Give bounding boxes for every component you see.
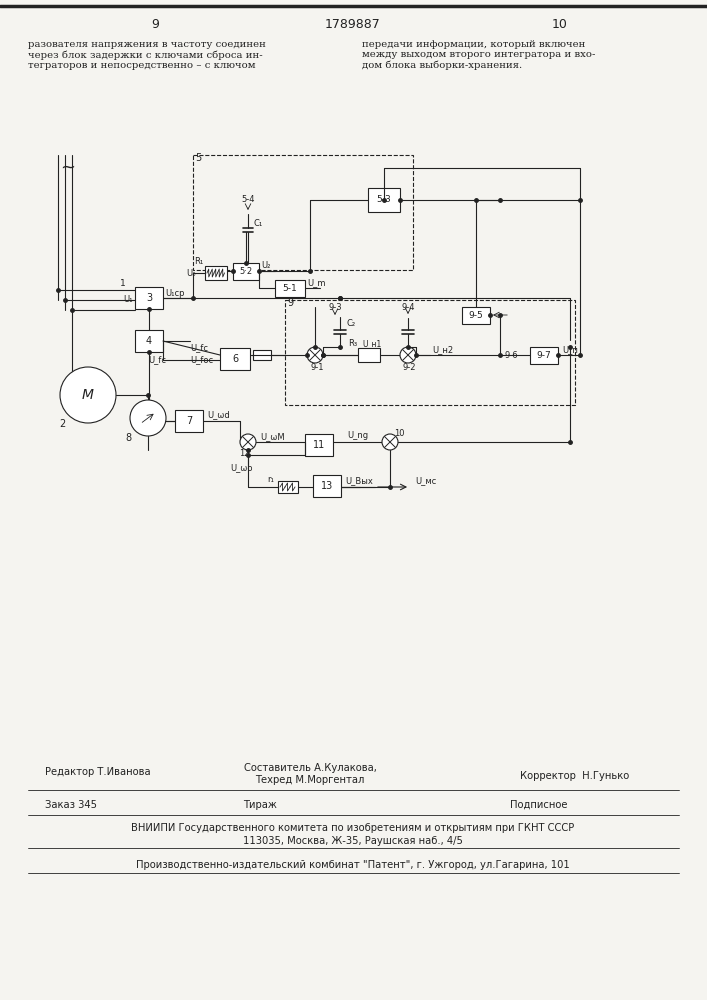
Text: ~: ~ (61, 159, 76, 177)
Text: C₂: C₂ (347, 320, 356, 328)
Circle shape (382, 434, 398, 450)
Text: 10: 10 (552, 18, 568, 31)
Circle shape (400, 347, 416, 363)
Text: U₂: U₂ (261, 261, 270, 270)
Text: ВНИИПИ Государственного комитета по изобретениям и открытиям при ГКНТ СССР: ВНИИПИ Государственного комитета по изоб… (132, 823, 575, 833)
Text: 9-6: 9-6 (505, 351, 519, 360)
Bar (358, 348, 380, 362)
Text: U_ωd: U_ωd (207, 410, 230, 420)
Bar (462, 307, 490, 324)
Text: Редактор Т.Иванова: Редактор Т.Иванова (45, 767, 151, 777)
Bar (275, 280, 305, 297)
Text: 3: 3 (146, 293, 152, 303)
Bar (220, 348, 250, 370)
Text: 5: 5 (195, 153, 201, 163)
Text: 11: 11 (313, 440, 325, 450)
Text: M: M (82, 388, 94, 402)
Text: U_ng: U_ng (347, 432, 368, 440)
Text: 1789887: 1789887 (325, 18, 381, 31)
Text: 9-4: 9-4 (402, 302, 415, 312)
Bar (368, 188, 400, 212)
Text: Составитель А.Кулакова,: Составитель А.Кулакова, (244, 763, 376, 773)
Text: Заказ 345: Заказ 345 (45, 800, 97, 810)
Text: U₁сp: U₁сp (165, 288, 185, 298)
Text: 9-5: 9-5 (469, 311, 484, 320)
Text: 9: 9 (287, 298, 293, 308)
Text: 9-1: 9-1 (311, 362, 325, 371)
Text: r₁: r₁ (267, 475, 274, 484)
Text: 9-2: 9-2 (403, 362, 416, 371)
Text: 5-4: 5-4 (241, 196, 255, 205)
Text: U_fc: U_fc (148, 356, 166, 364)
Text: 5-3: 5-3 (377, 196, 392, 205)
Text: U_мс: U_мс (415, 477, 436, 486)
Text: 4: 4 (146, 336, 152, 346)
Bar (175, 410, 203, 432)
Text: R₃: R₃ (348, 340, 357, 349)
Text: U₁: U₁ (124, 294, 133, 304)
Text: Корректор  Н.Гунько: Корректор Н.Гунько (520, 771, 629, 781)
Bar (530, 347, 558, 364)
Bar (305, 434, 333, 456)
Bar (205, 266, 227, 280)
Text: 5-1: 5-1 (283, 284, 298, 293)
Circle shape (307, 347, 323, 363)
Text: U_н1: U_н1 (362, 340, 381, 349)
Text: 8: 8 (125, 433, 131, 443)
Text: 7: 7 (186, 416, 192, 426)
Text: 113035, Москва, Ж-35, Раушская наб., 4/5: 113035, Москва, Ж-35, Раушская наб., 4/5 (243, 836, 463, 846)
Text: U₀: U₀ (187, 269, 196, 278)
Text: 5·2: 5·2 (240, 267, 252, 276)
Text: U_ωo: U_ωo (230, 464, 252, 473)
Text: 12: 12 (239, 450, 250, 458)
Bar (285, 300, 575, 405)
Bar (313, 475, 341, 497)
Bar (278, 481, 298, 493)
Bar (253, 350, 271, 360)
Text: разователя напряжения в частоту соединен
через блок задержки с ключами сброса ин: разователя напряжения в частоту соединен… (28, 40, 266, 70)
Text: 13: 13 (321, 481, 333, 491)
Text: C₁: C₁ (254, 220, 263, 229)
Text: 10: 10 (394, 430, 404, 438)
Text: U_foc: U_foc (190, 356, 213, 364)
Text: 2: 2 (59, 419, 65, 429)
Text: 9-7: 9-7 (537, 351, 551, 360)
Text: 1: 1 (120, 278, 126, 288)
Text: U_fс: U_fс (190, 344, 208, 353)
Text: Производственно-издательский комбинат "Патент", г. Ужгород, ул.Гагарина, 101: Производственно-издательский комбинат "П… (136, 860, 570, 870)
Text: U_Bых: U_Bых (345, 477, 373, 486)
Text: R₁: R₁ (194, 257, 203, 266)
Circle shape (130, 400, 166, 436)
Text: 9-3: 9-3 (328, 304, 341, 312)
Text: передачи информации, который включен
между выходом второго интегратора и вхо-
до: передачи информации, который включен меж… (362, 40, 595, 70)
Text: U_ωM: U_ωM (260, 432, 285, 442)
Text: Тираж: Тираж (243, 800, 277, 810)
Bar (135, 287, 163, 309)
Bar (135, 330, 163, 352)
Text: U_m: U_m (307, 278, 325, 288)
Text: Техред М.Моргентал: Техред М.Моргентал (255, 775, 365, 785)
Text: 9: 9 (151, 18, 159, 31)
Text: Подписное: Подписное (510, 800, 568, 810)
Bar (193, 155, 413, 270)
Text: 6: 6 (232, 354, 238, 364)
Circle shape (240, 434, 256, 450)
Bar (233, 263, 259, 280)
Text: U_п: U_п (562, 346, 578, 355)
Text: U_н2: U_н2 (432, 346, 453, 355)
Circle shape (60, 367, 116, 423)
